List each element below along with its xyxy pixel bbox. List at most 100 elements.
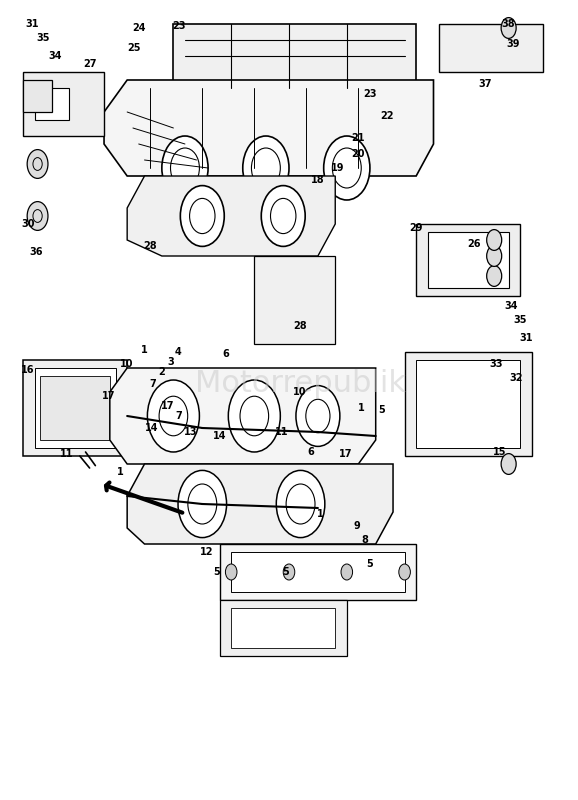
Text: 4: 4: [175, 347, 181, 357]
Polygon shape: [23, 360, 127, 456]
Text: 14: 14: [144, 423, 158, 433]
Text: 38: 38: [502, 19, 516, 29]
Text: 3: 3: [167, 357, 174, 366]
Circle shape: [261, 186, 305, 246]
Polygon shape: [23, 72, 104, 136]
Text: 11: 11: [60, 450, 73, 459]
Text: 5: 5: [378, 405, 385, 414]
Text: 13: 13: [184, 427, 198, 437]
Text: 20: 20: [351, 149, 365, 158]
Text: Motorrepublik: Motorrepublik: [195, 370, 406, 398]
Text: 27: 27: [83, 59, 97, 69]
Text: 17: 17: [102, 391, 116, 401]
Text: 10: 10: [120, 359, 134, 369]
Text: 28: 28: [143, 241, 157, 250]
Text: 23: 23: [172, 21, 186, 30]
Polygon shape: [40, 376, 110, 440]
Circle shape: [324, 136, 370, 200]
Text: 1: 1: [117, 467, 124, 477]
Text: 6: 6: [222, 349, 229, 358]
Polygon shape: [428, 232, 509, 288]
Circle shape: [487, 246, 502, 266]
Circle shape: [162, 136, 208, 200]
Polygon shape: [173, 24, 416, 88]
Polygon shape: [405, 352, 532, 456]
Text: 9: 9: [354, 522, 361, 531]
Text: 29: 29: [409, 223, 423, 233]
Polygon shape: [254, 256, 335, 344]
Circle shape: [180, 186, 224, 246]
Text: 28: 28: [294, 321, 307, 330]
Circle shape: [501, 454, 516, 474]
Circle shape: [296, 386, 340, 446]
Text: 18: 18: [311, 175, 325, 185]
Text: 25: 25: [127, 43, 141, 53]
Text: 1: 1: [358, 403, 365, 413]
Polygon shape: [127, 176, 335, 256]
Text: 15: 15: [493, 447, 507, 457]
Circle shape: [147, 380, 199, 452]
Circle shape: [487, 230, 502, 250]
Text: 21: 21: [351, 133, 365, 142]
Polygon shape: [104, 80, 434, 176]
Text: 24: 24: [132, 23, 146, 33]
Circle shape: [178, 470, 227, 538]
Text: 36: 36: [29, 247, 43, 257]
Polygon shape: [231, 552, 405, 592]
Circle shape: [487, 266, 502, 286]
Text: 30: 30: [21, 219, 35, 229]
Text: 33: 33: [489, 359, 503, 369]
Text: 34: 34: [48, 51, 62, 61]
Text: 19: 19: [331, 163, 345, 173]
Text: 39: 39: [506, 39, 520, 49]
Circle shape: [228, 380, 280, 452]
Polygon shape: [220, 600, 347, 656]
Circle shape: [27, 150, 48, 178]
Circle shape: [225, 564, 237, 580]
Text: 26: 26: [467, 239, 481, 249]
Circle shape: [283, 564, 295, 580]
Polygon shape: [127, 464, 393, 544]
Text: 22: 22: [380, 111, 394, 121]
Text: 17: 17: [161, 402, 175, 411]
Text: 5: 5: [283, 567, 290, 577]
Text: 6: 6: [307, 447, 314, 457]
Text: 16: 16: [21, 365, 35, 374]
Text: 1: 1: [141, 346, 148, 355]
Circle shape: [243, 136, 289, 200]
Text: 17: 17: [339, 450, 353, 459]
Text: 7: 7: [176, 411, 183, 421]
Polygon shape: [231, 608, 335, 648]
Circle shape: [341, 564, 353, 580]
Text: 5: 5: [366, 559, 373, 569]
Text: 5: 5: [213, 567, 220, 577]
Text: 8: 8: [362, 535, 369, 545]
Text: 11: 11: [275, 427, 289, 437]
Polygon shape: [416, 360, 520, 448]
Text: 2: 2: [158, 367, 165, 377]
Text: 32: 32: [509, 374, 523, 383]
Text: 23: 23: [363, 89, 377, 98]
Text: 1: 1: [317, 509, 324, 518]
Polygon shape: [110, 368, 376, 464]
Circle shape: [399, 564, 410, 580]
Circle shape: [27, 202, 48, 230]
Polygon shape: [220, 544, 416, 600]
Polygon shape: [23, 80, 52, 112]
Polygon shape: [416, 224, 520, 296]
Circle shape: [501, 18, 516, 38]
Text: 10: 10: [292, 387, 306, 397]
Polygon shape: [35, 88, 69, 120]
Text: 35: 35: [36, 34, 50, 43]
Text: 37: 37: [479, 79, 492, 89]
Circle shape: [276, 470, 325, 538]
Text: 12: 12: [200, 547, 214, 557]
Text: 34: 34: [505, 301, 518, 310]
Text: 14: 14: [213, 431, 227, 441]
Text: 31: 31: [519, 333, 533, 342]
Polygon shape: [439, 24, 543, 72]
Text: 31: 31: [25, 19, 39, 29]
Polygon shape: [35, 368, 116, 448]
Text: 35: 35: [513, 315, 527, 325]
Text: 7: 7: [150, 379, 157, 389]
